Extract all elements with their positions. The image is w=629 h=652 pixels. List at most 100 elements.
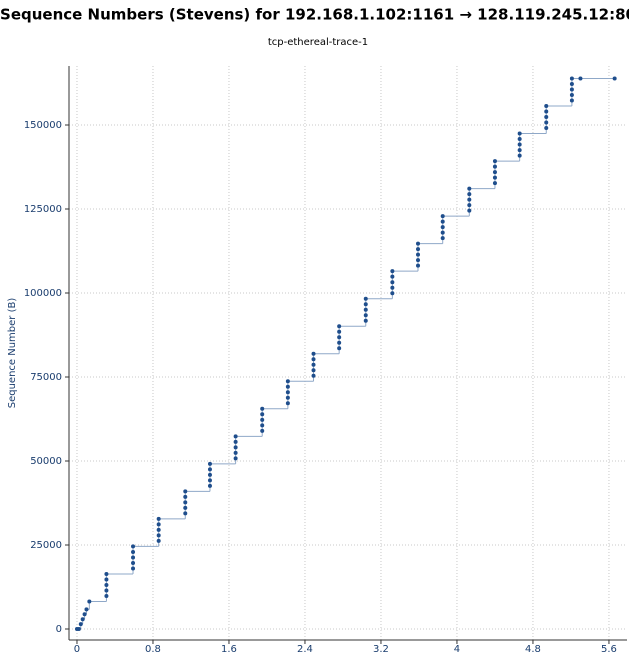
data-point	[207, 472, 212, 477]
data-point	[156, 522, 161, 527]
data-point	[612, 76, 617, 81]
data-point	[440, 219, 445, 224]
x-tick-label: 2.4	[297, 644, 313, 652]
data-point	[183, 511, 188, 516]
data-point	[183, 500, 188, 505]
data-point	[131, 560, 136, 565]
y-tick-label: 75000	[30, 372, 62, 383]
chart-subtitle: tcp-ethereal-trace-1	[268, 37, 368, 48]
x-tick-label: 4	[454, 644, 460, 652]
y-tick-label: 50000	[30, 456, 62, 467]
data-point	[183, 489, 188, 494]
data-point	[311, 362, 316, 367]
data-point	[337, 329, 342, 334]
data-point	[78, 622, 83, 627]
data-point	[416, 247, 421, 252]
data-point	[492, 170, 497, 175]
data-point	[156, 533, 161, 538]
data-point	[363, 296, 368, 301]
y-tick-label: 125000	[24, 204, 62, 215]
data-point	[207, 478, 212, 483]
data-point	[544, 115, 549, 120]
data-point	[569, 82, 574, 87]
data-point	[311, 357, 316, 362]
data-point	[517, 148, 522, 153]
data-point	[82, 612, 87, 617]
data-point	[467, 208, 472, 213]
x-tick-label: 1.6	[221, 644, 237, 652]
data-point	[80, 617, 85, 622]
data-point	[416, 241, 421, 246]
data-point	[416, 263, 421, 268]
data-point	[544, 126, 549, 131]
x-tick-label: 4.8	[525, 644, 541, 652]
data-point	[544, 104, 549, 109]
data-point	[156, 538, 161, 543]
data-point	[183, 494, 188, 499]
data-point	[416, 252, 421, 257]
data-point	[311, 351, 316, 356]
data-point	[233, 434, 238, 439]
data-point	[467, 197, 472, 202]
data-point	[517, 153, 522, 158]
y-tick-label: 25000	[30, 540, 62, 551]
data-point	[207, 483, 212, 488]
data-point	[390, 269, 395, 274]
data-point	[104, 577, 109, 582]
data-point	[440, 230, 445, 235]
data-point	[104, 571, 109, 576]
data-point	[285, 395, 290, 400]
y-tick-label: 150000	[24, 120, 62, 131]
data-point	[260, 417, 265, 422]
data-point	[156, 516, 161, 521]
data-point	[311, 373, 316, 378]
x-tick-label: 5.6	[601, 644, 617, 652]
x-tick-label: 0.8	[145, 644, 161, 652]
data-point	[285, 384, 290, 389]
data-point	[131, 555, 136, 560]
data-point	[544, 120, 549, 125]
data-point	[104, 582, 109, 587]
data-point	[84, 607, 89, 612]
data-point	[337, 340, 342, 345]
data-point	[492, 159, 497, 164]
data-point	[492, 181, 497, 186]
y-tick-label: 100000	[24, 288, 62, 299]
chart-title: Sequence Numbers (Stevens) for 192.168.1…	[0, 6, 629, 24]
data-point	[578, 76, 583, 81]
data-point	[285, 379, 290, 384]
data-point	[337, 335, 342, 340]
data-point	[517, 131, 522, 136]
y-tick-label: 0	[56, 624, 62, 635]
data-point	[260, 412, 265, 417]
data-point	[131, 566, 136, 571]
data-point	[104, 593, 109, 598]
x-tick-label: 3.2	[373, 644, 389, 652]
data-point	[390, 291, 395, 296]
data-point	[440, 214, 445, 219]
data-point	[183, 505, 188, 510]
data-point	[467, 186, 472, 191]
data-point	[260, 423, 265, 428]
data-point	[260, 406, 265, 411]
data-point	[285, 390, 290, 395]
data-point	[207, 467, 212, 472]
data-point	[517, 137, 522, 142]
data-point	[440, 225, 445, 230]
data-point	[363, 307, 368, 312]
x-tick-label: 0	[74, 644, 80, 652]
data-point	[544, 109, 549, 114]
data-point	[104, 588, 109, 593]
data-point	[467, 192, 472, 197]
data-point	[337, 346, 342, 351]
data-point	[569, 87, 574, 92]
data-point	[363, 302, 368, 307]
data-point	[569, 76, 574, 81]
data-point	[131, 549, 136, 554]
data-point	[416, 258, 421, 263]
data-point	[363, 318, 368, 323]
data-point	[233, 450, 238, 455]
data-point	[363, 313, 368, 318]
data-point	[467, 203, 472, 208]
